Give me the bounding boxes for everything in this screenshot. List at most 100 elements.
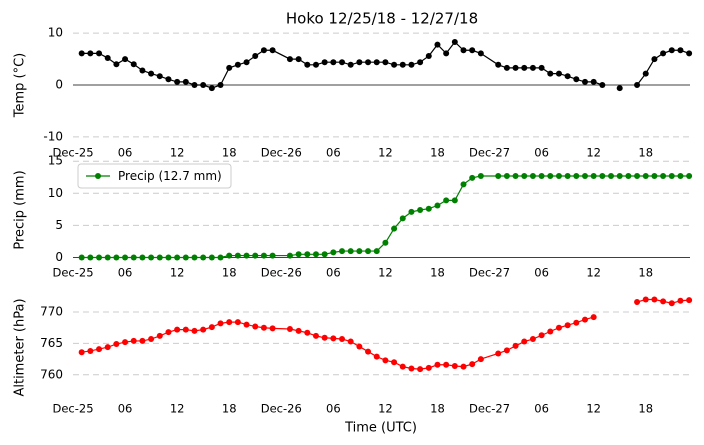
data-point	[130, 61, 137, 68]
data-point	[365, 248, 372, 255]
data-point	[555, 324, 562, 331]
data-point	[165, 76, 172, 83]
data-point	[321, 59, 328, 66]
data-point	[156, 332, 163, 339]
x-tick-label: 12	[586, 146, 601, 160]
data-point	[660, 172, 667, 179]
data-point	[625, 172, 632, 179]
x-tick-label: 06	[534, 266, 549, 280]
data-point	[96, 50, 103, 57]
data-point	[677, 297, 684, 304]
data-point	[330, 59, 337, 66]
data-point	[78, 254, 85, 261]
x-tick-label: Dec-27	[469, 146, 510, 160]
data-point	[104, 344, 111, 351]
x-tick-label: 12	[586, 402, 601, 416]
data-point	[295, 251, 302, 258]
x-tick-label: Dec-26	[261, 266, 302, 280]
x-tick-label: Dec-26	[261, 146, 302, 160]
data-point	[417, 59, 424, 66]
data-point	[252, 252, 259, 259]
data-point	[165, 329, 172, 336]
data-point	[573, 76, 580, 83]
data-point	[417, 207, 424, 213]
data-point	[460, 363, 467, 370]
y-tick-label: 760	[40, 367, 63, 381]
data-point	[365, 348, 372, 355]
data-point	[564, 172, 571, 179]
data-point	[113, 341, 120, 348]
x-tick-label: 06	[326, 402, 341, 416]
y-tick-label: 10	[48, 26, 63, 40]
data-point	[460, 181, 467, 188]
data-point	[590, 78, 597, 85]
data-point	[512, 172, 519, 179]
y-axis-label: Temp (°C)	[13, 53, 28, 119]
x-tick-label: 06	[534, 402, 549, 416]
data-point	[443, 361, 450, 368]
y-axis-label: Altimeter (hPa)	[13, 298, 28, 396]
data-point	[312, 61, 319, 68]
x-tick-label: 18	[222, 266, 237, 280]
data-point	[260, 324, 267, 331]
data-point	[503, 172, 510, 179]
data-point	[469, 361, 476, 368]
data-point	[581, 172, 588, 179]
data-point	[677, 47, 684, 54]
data-point	[174, 326, 181, 333]
data-point	[113, 254, 120, 261]
data-point	[443, 50, 450, 57]
data-point	[477, 172, 484, 179]
data-point	[599, 172, 606, 179]
data-point	[122, 56, 129, 63]
data-point	[191, 82, 198, 88]
data-point	[399, 215, 406, 222]
data-point	[78, 349, 85, 356]
data-point	[304, 251, 311, 258]
data-point	[217, 254, 224, 261]
data-point	[174, 78, 181, 85]
data-point	[547, 172, 554, 179]
x-tick-label: 12	[170, 402, 185, 416]
data-point	[252, 323, 259, 330]
x-tick-label: 18	[222, 402, 237, 416]
data-point	[451, 363, 458, 370]
x-tick-label: 06	[534, 146, 549, 160]
data-point	[564, 322, 571, 329]
data-point	[312, 251, 319, 258]
x-tick-label: 18	[638, 266, 653, 280]
x-tick-label: Dec-25	[52, 146, 93, 160]
data-point	[339, 59, 346, 66]
data-point	[295, 56, 302, 63]
x-tick-label: 06	[118, 402, 133, 416]
data-point	[399, 61, 406, 68]
data-point	[269, 252, 276, 259]
data-point	[616, 172, 623, 179]
data-point	[286, 56, 293, 63]
data-point	[469, 174, 476, 181]
data-point	[547, 70, 554, 77]
data-point	[686, 172, 693, 179]
x-tick-label: Dec-25	[52, 402, 93, 416]
data-point	[443, 197, 450, 204]
data-point	[460, 47, 467, 54]
data-point	[391, 61, 398, 68]
data-point	[356, 343, 363, 350]
data-point	[425, 364, 432, 371]
legend: Precip (12.7 mm)	[77, 163, 232, 189]
data-point	[260, 47, 267, 54]
x-tick-label: Dec-26	[261, 402, 302, 416]
data-point	[512, 64, 519, 71]
data-point	[269, 47, 276, 54]
y-axis-label: Precip (mm)	[13, 170, 28, 249]
x-tick-label: 18	[222, 146, 237, 160]
data-point	[529, 336, 536, 343]
data-point	[555, 70, 562, 77]
data-point	[182, 326, 189, 333]
data-point	[113, 61, 120, 68]
data-point	[234, 252, 241, 259]
y-tick-label: 765	[40, 336, 63, 350]
x-tick-label: 06	[118, 146, 133, 160]
y-tick-label: 15	[48, 154, 63, 168]
